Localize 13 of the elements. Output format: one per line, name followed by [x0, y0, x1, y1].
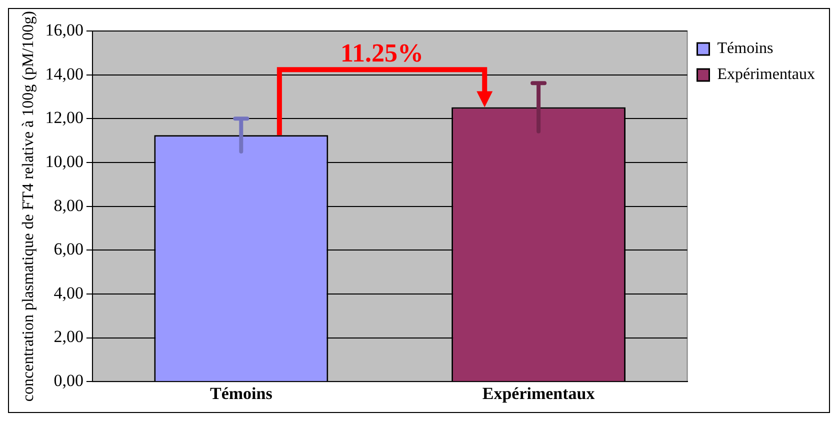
legend-label: Témoins	[717, 40, 774, 58]
y-tick-label: 10,00	[45, 152, 84, 171]
y-tick-label: 12,00	[45, 108, 84, 128]
annotation: 11.25%	[340, 38, 424, 68]
y-tick-label: 14,00	[45, 64, 84, 84]
y-tick-label: 0,00	[54, 371, 84, 390]
y-tick-label: 2,00	[54, 327, 84, 346]
y-tick-label: 16,00	[45, 20, 84, 40]
y-tick-label: 6,00	[54, 240, 84, 259]
legend-label: Expérimentaux	[717, 66, 816, 84]
y-tick-label: 4,00	[54, 283, 84, 302]
y-axis-title: concentration plasmatique de FT4 relative à 100g (pM/100g)	[20, 11, 37, 402]
y-tick-label: 8,00	[54, 196, 84, 215]
